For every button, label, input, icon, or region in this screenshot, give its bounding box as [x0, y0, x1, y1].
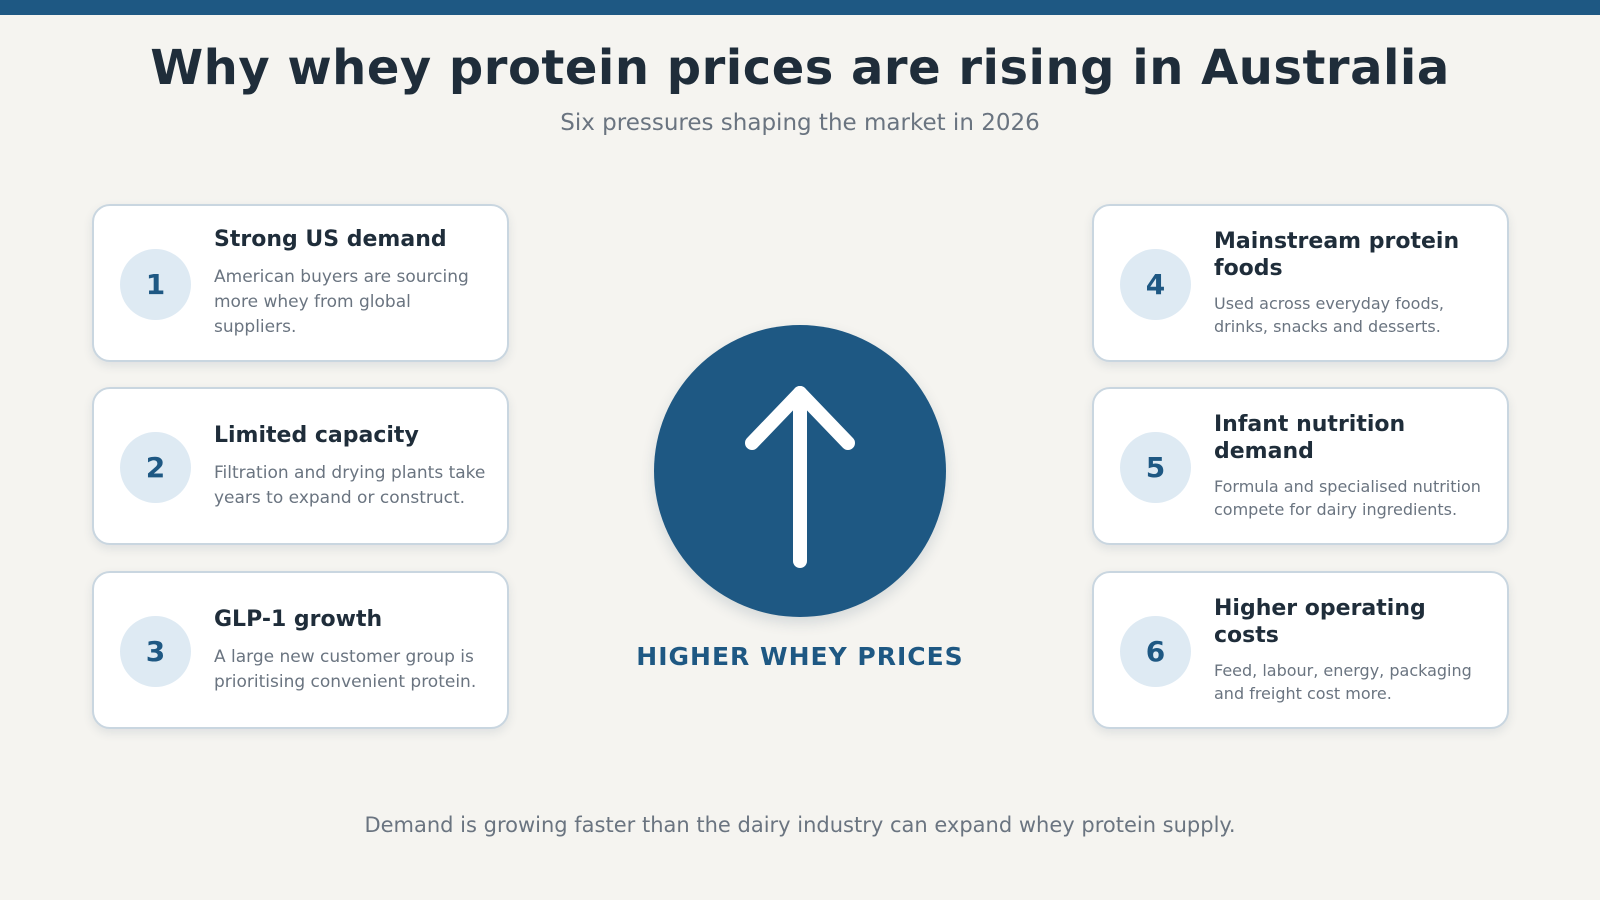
page-subtitle: Six pressures shaping the market in 2026 [560, 110, 1040, 136]
factor-description: Filtration and drying plants take years … [214, 462, 486, 508]
factor-number-badge: 3 [120, 616, 191, 687]
factor-text: Infant nutrition demand Formula and spec… [1214, 389, 1493, 543]
factor-description: Formula and specialised nutrition compet… [1214, 477, 1481, 519]
factor-title: Strong US demand [214, 227, 447, 252]
factor-title: Higher operating costs [1214, 596, 1426, 648]
factor-card-2: 2 Limited capacity Filtration and drying… [92, 387, 509, 545]
factor-text: GLP-1 growth A large new customer group … [214, 573, 493, 727]
factor-description: Used across everyday foods, drinks, snac… [1214, 294, 1445, 336]
factor-text: Limited capacity Filtration and drying p… [214, 389, 493, 543]
factor-card-4: 4 Mainstream protein foods Used across e… [1092, 204, 1509, 362]
factor-title: Mainstream protein foods [1214, 229, 1460, 281]
factor-description: American buyers are sourcing more whey f… [214, 267, 469, 337]
factor-description: A large new customer group is prioritisi… [214, 646, 477, 692]
factor-card-5: 5 Infant nutrition demand Formula and sp… [1092, 387, 1509, 545]
factor-title: Infant nutrition demand [1214, 412, 1406, 464]
factor-text: Strong US demand American buyers are sou… [214, 206, 493, 360]
factor-title: Limited capacity [214, 422, 419, 448]
factor-number-badge: 4 [1120, 249, 1191, 320]
factor-text: Mainstream protein foods Used across eve… [1214, 206, 1493, 360]
factor-text: Higher operating costs Feed, labour, ene… [1214, 573, 1493, 727]
top-accent-bar [0, 0, 1600, 15]
factor-number-badge: 1 [120, 249, 191, 320]
factor-card-6: 6 Higher operating costs Feed, labour, e… [1092, 571, 1509, 729]
factor-number-badge: 2 [120, 432, 191, 503]
factor-card-3: 3 GLP-1 growth A large new customer grou… [92, 571, 509, 729]
footer-note: Demand is growing faster than the dairy … [364, 813, 1236, 837]
factor-description: Feed, labour, energy, packaging and frei… [1214, 661, 1472, 703]
factor-title: GLP-1 growth [214, 606, 383, 632]
factor-number-badge: 6 [1120, 616, 1191, 687]
higher-prices-circle [654, 325, 946, 617]
factor-number-badge: 5 [1120, 432, 1191, 503]
page-title: Why whey protein prices are rising in Au… [150, 40, 1450, 96]
factor-card-1: 1 Strong US demand American buyers are s… [92, 204, 509, 362]
arrow-up-icon [745, 386, 855, 568]
center-label: HIGHER WHEY PRICES [636, 642, 964, 671]
